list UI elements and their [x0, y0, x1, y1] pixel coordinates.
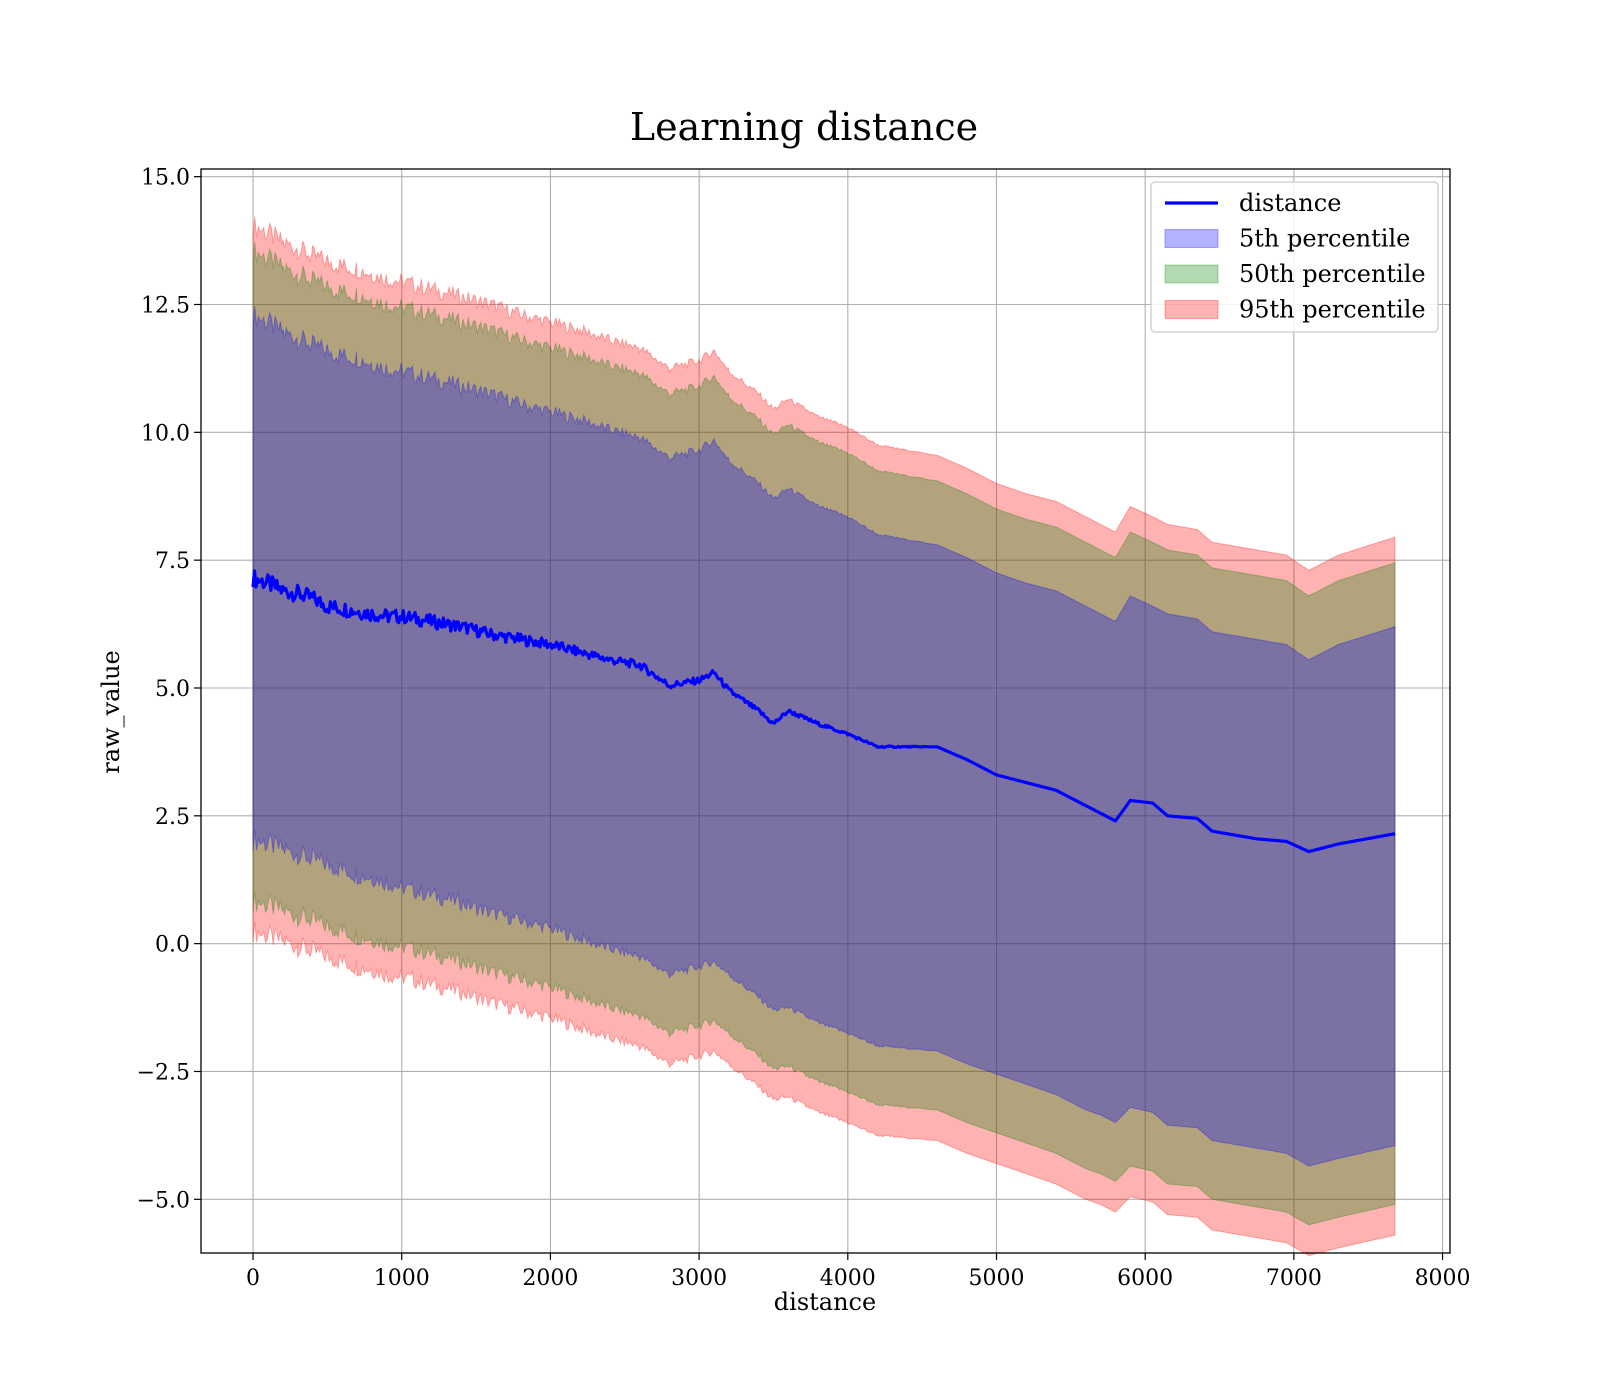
chart-title: Learning distance	[630, 105, 978, 149]
x-tick-label: 7000	[1266, 1266, 1322, 1291]
x-axis-label: distance	[774, 1288, 876, 1316]
y-axis-ticks: −5.0 −2.5 0.0 2.5 5.0 7.5 10.0 12.5 15.0	[137, 166, 201, 1213]
legend-entries: distance 5th percentile 50th percentile 95t…	[1164, 189, 1426, 324]
percentile-bands	[252, 216, 1396, 1257]
line-distance	[251, 569, 1396, 854]
y-tick-label: 12.5	[141, 294, 190, 319]
grid	[201, 169, 1450, 1253]
legend-swatch	[1164, 264, 1219, 284]
legend-label: 50th percentile	[1239, 260, 1426, 288]
legend-label: 5th percentile	[1239, 225, 1410, 253]
band-50th-percentile	[252, 242, 1396, 1226]
y-tick-label: 15.0	[141, 166, 190, 191]
y-tick-label: −5.0	[137, 1188, 190, 1213]
x-tick-label: 8000	[1415, 1266, 1471, 1291]
x-tick-label: 6000	[1117, 1266, 1173, 1291]
x-tick-label: 0	[246, 1266, 260, 1291]
y-tick-label: 7.5	[155, 549, 190, 574]
legend-frame	[1150, 181, 1439, 333]
x-tick-label: 1000	[374, 1266, 430, 1291]
x-tick-label: 4000	[820, 1266, 876, 1291]
legend-swatch	[1164, 229, 1219, 248]
plot-frame	[200, 168, 1451, 1254]
y-tick-label: −2.5	[137, 1060, 190, 1085]
y-axis-label: raw_value	[97, 650, 125, 774]
legend: distance 5th percentile 50th percentile 95t…	[1150, 181, 1439, 333]
y-tick-label: 5.0	[155, 677, 190, 702]
x-tick-label: 3000	[671, 1266, 727, 1291]
legend-label: 95th percentile	[1239, 296, 1426, 324]
legend-swatch	[1164, 300, 1219, 319]
x-tick-label: 2000	[522, 1266, 578, 1291]
legend-label: distance	[1239, 189, 1341, 217]
x-tick-label: 5000	[968, 1266, 1024, 1291]
band-5th-percentile	[252, 305, 1396, 1167]
x-axis-ticks: 0 1000 2000 3000 4000 5000 6000 7000 8000	[246, 1253, 1471, 1291]
distance-series	[251, 569, 1396, 854]
y-tick-label: 10.0	[141, 421, 190, 446]
y-tick-label: 0.0	[155, 933, 190, 958]
y-tick-label: 2.5	[155, 805, 190, 830]
band-95th-percentile	[252, 216, 1396, 1257]
